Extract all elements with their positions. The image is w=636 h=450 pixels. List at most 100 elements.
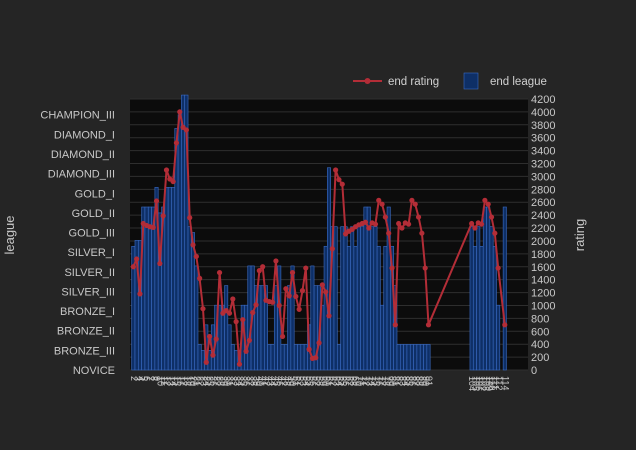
- bar-end-league[interactable]: [400, 344, 404, 371]
- point-end-rating[interactable]: [362, 219, 369, 225]
- bar-end-league[interactable]: [247, 265, 252, 371]
- point-end-rating[interactable]: [415, 214, 422, 220]
- bar-end-league[interactable]: [300, 344, 305, 371]
- bar-end-league[interactable]: [191, 232, 195, 371]
- point-end-rating[interactable]: [306, 346, 312, 352]
- point-end-rating[interactable]: [495, 265, 501, 271]
- point-end-rating[interactable]: [502, 322, 508, 328]
- bar-end-league[interactable]: [423, 344, 428, 371]
- point-end-rating[interactable]: [283, 286, 289, 292]
- bar-end-league[interactable]: [234, 350, 239, 371]
- point-end-rating[interactable]: [253, 302, 259, 308]
- bar-end-league[interactable]: [383, 245, 388, 371]
- point-end-rating[interactable]: [389, 265, 395, 271]
- point-end-rating[interactable]: [329, 246, 335, 252]
- bar-end-league[interactable]: [283, 344, 288, 371]
- point-end-rating[interactable]: [173, 140, 180, 146]
- bar-end-league[interactable]: [273, 285, 278, 371]
- point-end-rating[interactable]: [339, 181, 345, 187]
- point-end-rating[interactable]: [478, 221, 485, 227]
- bar-end-league[interactable]: [479, 245, 484, 371]
- point-end-rating[interactable]: [412, 201, 418, 207]
- bar-end-league[interactable]: [336, 344, 341, 371]
- point-end-rating[interactable]: [197, 275, 203, 281]
- bar-end-league[interactable]: [426, 344, 431, 371]
- point-end-rating[interactable]: [190, 242, 196, 248]
- point-end-rating[interactable]: [303, 265, 309, 271]
- bar-end-league[interactable]: [201, 350, 205, 371]
- bar-end-league[interactable]: [167, 187, 172, 371]
- point-end-rating[interactable]: [276, 302, 282, 309]
- point-end-rating[interactable]: [372, 221, 379, 227]
- point-end-rating[interactable]: [299, 288, 306, 294]
- point-end-rating[interactable]: [482, 197, 488, 203]
- bar-end-league[interactable]: [290, 265, 295, 371]
- point-end-rating[interactable]: [256, 268, 262, 274]
- point-end-rating[interactable]: [210, 352, 216, 358]
- bar-end-league[interactable]: [366, 206, 371, 371]
- point-end-rating[interactable]: [160, 213, 166, 219]
- bar-end-league[interactable]: [486, 206, 491, 371]
- point-end-rating[interactable]: [260, 264, 266, 270]
- point-end-rating[interactable]: [313, 355, 319, 361]
- point-end-rating[interactable]: [485, 201, 491, 207]
- point-end-rating[interactable]: [130, 264, 136, 270]
- bar-end-league[interactable]: [224, 285, 229, 371]
- point-end-rating[interactable]: [492, 230, 498, 236]
- point-end-rating[interactable]: [422, 265, 428, 271]
- point-end-rating[interactable]: [293, 293, 299, 300]
- point-end-rating[interactable]: [425, 322, 432, 328]
- point-end-rating[interactable]: [333, 167, 339, 173]
- bar-end-league[interactable]: [373, 226, 378, 371]
- point-end-rating[interactable]: [382, 214, 388, 220]
- point-end-rating[interactable]: [170, 178, 176, 185]
- bar-end-league[interactable]: [297, 344, 302, 371]
- bar-end-league[interactable]: [177, 114, 182, 371]
- bar-end-league[interactable]: [380, 304, 385, 371]
- point-end-rating[interactable]: [230, 296, 236, 302]
- point-end-rating[interactable]: [392, 322, 398, 328]
- bar-end-league[interactable]: [363, 206, 368, 371]
- bar-end-league[interactable]: [187, 226, 192, 371]
- point-end-rating[interactable]: [193, 253, 199, 260]
- bar-end-league[interactable]: [151, 206, 156, 371]
- bar-end-league[interactable]: [370, 226, 375, 371]
- bar-end-league[interactable]: [144, 206, 149, 371]
- bar-end-league[interactable]: [181, 94, 186, 371]
- bar-end-league[interactable]: [396, 344, 401, 371]
- legend-label-end-league[interactable]: end league: [490, 76, 547, 88]
- point-end-rating[interactable]: [270, 299, 276, 305]
- point-end-rating[interactable]: [376, 197, 382, 203]
- bar-end-league[interactable]: [230, 344, 235, 371]
- point-end-rating[interactable]: [406, 221, 412, 227]
- point-end-rating[interactable]: [213, 336, 219, 342]
- bar-end-league[interactable]: [147, 206, 152, 371]
- bar-end-league[interactable]: [419, 344, 424, 371]
- bar-end-league[interactable]: [476, 226, 481, 371]
- bar-end-league[interactable]: [409, 344, 414, 371]
- bar-end-league[interactable]: [257, 285, 262, 371]
- point-end-rating[interactable]: [472, 225, 478, 231]
- point-end-rating[interactable]: [163, 167, 170, 173]
- point-end-rating[interactable]: [386, 230, 392, 236]
- bar-end-league[interactable]: [360, 226, 365, 371]
- bar-end-league[interactable]: [489, 226, 494, 371]
- point-end-rating[interactable]: [289, 269, 296, 276]
- point-end-rating[interactable]: [286, 293, 292, 299]
- point-end-rating[interactable]: [183, 127, 189, 133]
- point-end-rating[interactable]: [240, 317, 246, 323]
- bar-end-league[interactable]: [327, 167, 331, 371]
- bar-end-league[interactable]: [267, 344, 272, 371]
- point-end-rating[interactable]: [323, 289, 329, 295]
- bar-end-league[interactable]: [333, 226, 338, 371]
- point-end-rating[interactable]: [246, 337, 252, 343]
- bar-end-league[interactable]: [482, 206, 487, 371]
- point-end-rating[interactable]: [134, 256, 140, 262]
- point-end-rating[interactable]: [236, 361, 243, 367]
- bar-end-league[interactable]: [406, 344, 411, 371]
- bar-end-league[interactable]: [343, 226, 348, 371]
- bar-end-league[interactable]: [280, 344, 285, 371]
- point-end-rating[interactable]: [319, 282, 325, 288]
- bar-end-league[interactable]: [350, 226, 355, 371]
- point-end-rating[interactable]: [157, 260, 163, 267]
